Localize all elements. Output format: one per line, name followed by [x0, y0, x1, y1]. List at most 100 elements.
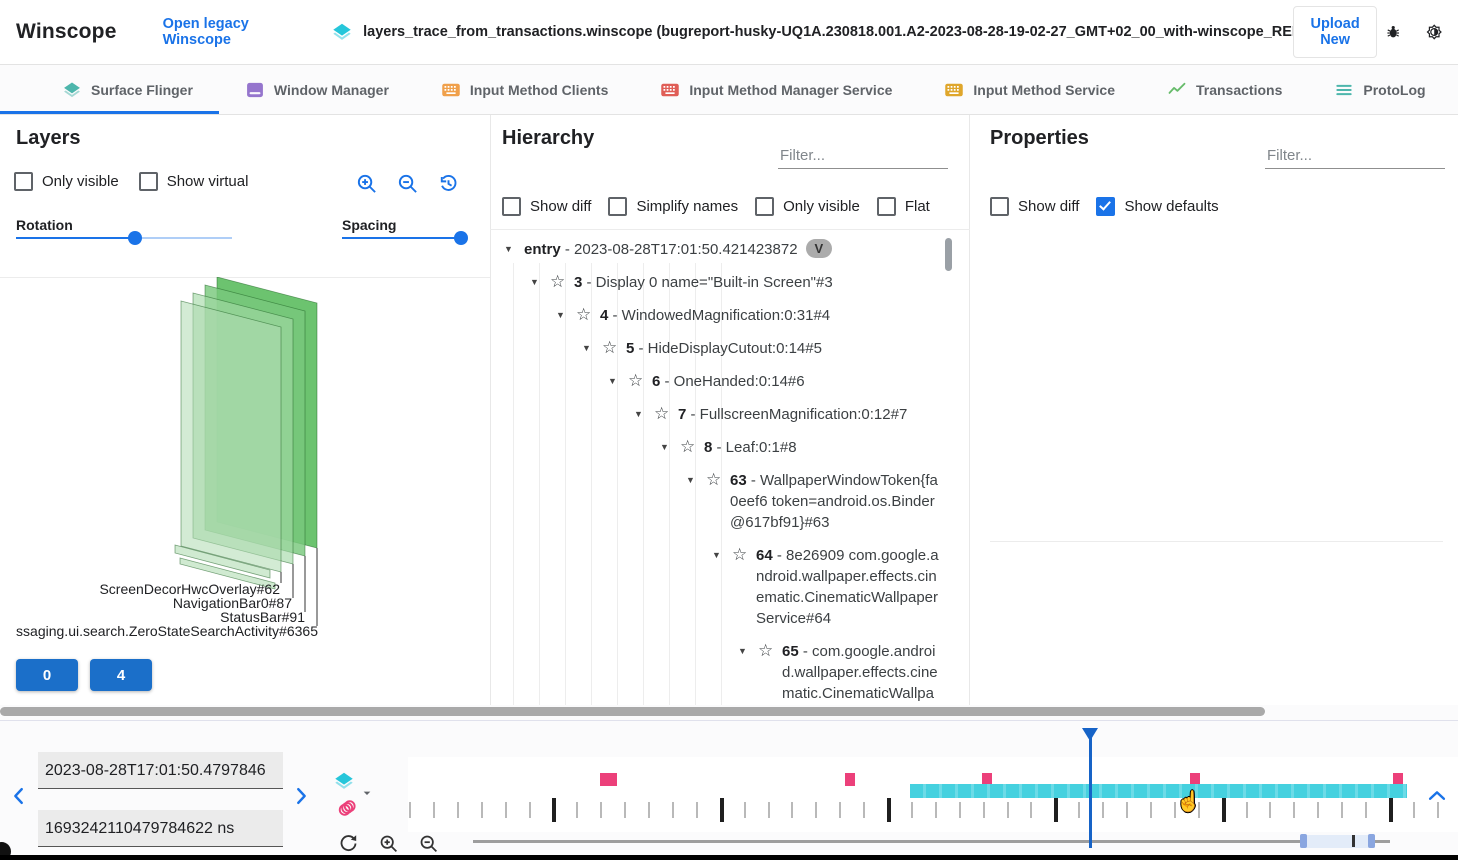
tree-node-63[interactable]: ▼ ☆ 63 - WallpaperWindowToken{fa0eef6 toke… [504, 464, 942, 539]
checkbox-only-visible[interactable] [755, 197, 775, 216]
pin-star-icon[interactable]: ☆ [628, 371, 644, 390]
upload-new-button[interactable]: Upload New [1293, 6, 1378, 58]
expand-arrow-icon[interactable]: ▼ [530, 277, 539, 287]
zoom-range-track[interactable] [473, 840, 1390, 843]
restore-view-icon[interactable] [437, 172, 460, 195]
tab-input-method-manager-service[interactable]: Input Method Manager Service [634, 65, 918, 114]
ruler-tick [1341, 802, 1344, 818]
open-legacy-link[interactable]: Open legacy Winscope [162, 16, 249, 48]
timeline-zoom-in-icon[interactable] [378, 833, 399, 854]
keyboard-icon [660, 80, 680, 100]
checkbox-simplify-names[interactable] [608, 197, 628, 216]
properties-filter-input[interactable] [1265, 143, 1445, 169]
expand-arrow-icon[interactable]: ▼ [582, 343, 591, 353]
pin-star-icon[interactable]: ☆ [602, 338, 618, 357]
tree-node-6[interactable]: ▼ ☆ 6 - OneHanded:0:14#6 [504, 365, 942, 398]
tree-node-8[interactable]: ▼ ☆ 8 - Leaf:0:1#8 [504, 431, 942, 464]
expand-arrow-icon[interactable]: ▼ [634, 409, 643, 419]
expand-arrow-icon[interactable]: ▼ [712, 550, 721, 560]
checkbox-show-diff[interactable] [502, 197, 521, 216]
layers-nav-button-4[interactable]: 4 [90, 659, 152, 691]
transition-event-marker[interactable] [1393, 773, 1403, 786]
pin-star-icon[interactable]: ☆ [706, 470, 722, 489]
bug-report-icon[interactable] [1385, 21, 1401, 43]
zoom-in-icon[interactable] [355, 172, 378, 195]
zoom-range-selection[interactable] [1300, 835, 1375, 848]
tree-node-64[interactable]: ▼ ☆ 64 - 8e26909 com.google.android.wallpa… [504, 539, 942, 635]
zoom-out-icon[interactable] [396, 172, 419, 195]
layers-nav-button-0[interactable]: 0 [16, 659, 78, 691]
expand-arrow-icon[interactable]: ▼ [504, 244, 513, 254]
timeline-cursor[interactable] [1089, 728, 1092, 848]
pin-star-icon[interactable]: ☆ [576, 305, 592, 324]
checkbox-label: Flat [904, 198, 930, 215]
tab-protolog[interactable]: ProtoLog [1308, 65, 1451, 114]
collapse-timeline-icon[interactable] [1426, 785, 1448, 807]
timestamp-human-field[interactable] [38, 752, 283, 789]
pin-star-icon[interactable]: ☆ [654, 404, 670, 423]
checkbox-show-virtual[interactable] [138, 172, 158, 191]
timeline-zoom-out-icon[interactable] [418, 833, 439, 854]
layer-label[interactable]: ScreenDecorHwcOverlay#62 [99, 581, 280, 597]
transition-event-marker[interactable] [982, 773, 992, 786]
transition-event-marker[interactable] [600, 773, 617, 786]
zoom-range-handle-right[interactable] [1368, 834, 1375, 848]
dark-mode-icon[interactable] [1426, 21, 1442, 43]
checkbox-show-diff[interactable] [990, 197, 1009, 216]
next-entry-button[interactable] [290, 785, 312, 807]
layer-label[interactable]: NavigationBar0#87 [172, 595, 292, 611]
timeline-section: ☝ [0, 705, 1458, 860]
timestamp-ns-field[interactable] [38, 810, 283, 847]
spacing-slider-thumb[interactable] [454, 231, 469, 245]
transition-event-marker[interactable] [845, 773, 855, 786]
expand-arrow-icon[interactable]: ▼ [660, 442, 669, 452]
mouse-hand-cursor: ☝ [1176, 791, 1201, 813]
checkbox-only-visible[interactable] [14, 172, 33, 191]
pin-star-icon[interactable]: ☆ [732, 545, 748, 564]
pin-star-icon[interactable]: ☆ [758, 641, 774, 660]
layer-label[interactable]: ssaging.ui.search.ZeroStateSearchActivit… [16, 623, 318, 639]
prev-entry-button[interactable] [8, 785, 30, 807]
tab-tr[interactable]: Tr [1452, 65, 1458, 114]
expand-arrow-icon[interactable]: ▼ [556, 310, 565, 320]
tab-transactions[interactable]: Transactions [1141, 65, 1308, 114]
ruler-tick [1078, 802, 1081, 818]
expand-arrow-icon[interactable]: ▼ [686, 475, 695, 485]
rotation-slider-thumb[interactable] [127, 231, 142, 245]
layer-label[interactable]: StatusBar#91 [220, 609, 305, 625]
checkbox-label: Show diff [530, 198, 592, 215]
zoom-range-handle-left[interactable] [1300, 834, 1307, 848]
tree-node-entry[interactable]: ▼ entry - 2023-08-28T17:01:50.421423872 V [504, 233, 942, 266]
tree-node-65[interactable]: ▼ ☆ 65 - com.google.android.wallpaper.effe… [504, 635, 942, 705]
hierarchy-scrollbar[interactable] [945, 238, 952, 271]
tab-window-manager[interactable]: Window Manager [219, 65, 415, 114]
tab-input-method-clients[interactable]: Input Method Clients [415, 65, 634, 114]
rotation-slider[interactable] [16, 230, 232, 246]
tree-node-5[interactable]: ▼ ☆ 5 - HideDisplayCutout:0:14#5 [504, 332, 942, 365]
divider [490, 229, 970, 230]
transition-event-marker[interactable] [1190, 773, 1200, 786]
tab-surface-flinger[interactable]: Surface Flinger [0, 65, 219, 114]
tab-input-method-service[interactable]: Input Method Service [918, 65, 1141, 114]
expand-arrow-icon[interactable]: ▼ [608, 376, 617, 386]
trace-select-caret-icon[interactable] [359, 785, 375, 801]
expand-arrow-icon[interactable]: ▼ [738, 646, 747, 656]
tab-label: Transactions [1195, 81, 1283, 98]
tree-node-4[interactable]: ▼ ☆ 4 - WindowedMagnification:0:31#4 [504, 299, 942, 332]
hierarchy-filter-input[interactable] [778, 143, 948, 169]
surfaceflinger-trace-band[interactable] [910, 784, 1407, 798]
refresh-icon[interactable] [338, 833, 359, 854]
layers-3d-view[interactable] [0, 277, 490, 645]
timeline-scrollbar[interactable] [0, 707, 1265, 716]
spacing-slider[interactable] [342, 230, 469, 246]
tree-node-7[interactable]: ▼ ☆ 7 - FullscreenMagnification:0:12#7 [504, 398, 942, 431]
pin-star-icon[interactable]: ☆ [680, 437, 696, 456]
main-content: Layers Only visible Show virtual Rotation… [0, 115, 1458, 705]
ruler-tick [648, 802, 650, 818]
transitions-trace-icon[interactable] [336, 797, 358, 819]
tree-node-3[interactable]: ▼ ☆ 3 - Display 0 name="Built-in Screen"#3 [504, 266, 942, 299]
checkbox-show-defaults[interactable] [1096, 197, 1116, 216]
checkbox-flat[interactable] [876, 197, 896, 216]
pin-star-icon[interactable]: ☆ [550, 272, 566, 291]
layers-trace-icon[interactable] [333, 770, 355, 792]
